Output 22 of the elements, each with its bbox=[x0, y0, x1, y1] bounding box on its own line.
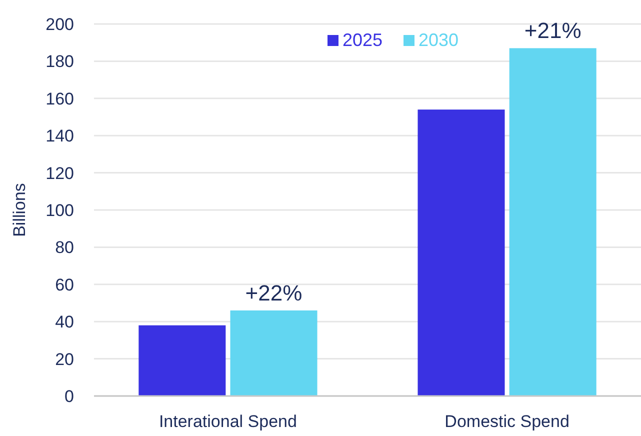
x-tick-label: Domestic Spend bbox=[444, 412, 570, 431]
y-tick-label: 120 bbox=[46, 164, 74, 183]
y-tick-label: 100 bbox=[46, 200, 74, 220]
legend-label: 2030 bbox=[418, 30, 459, 50]
y-tick-label: 80 bbox=[55, 238, 74, 258]
annotation: +22% bbox=[245, 280, 302, 306]
y-tick-label: 200 bbox=[46, 14, 74, 34]
y-tick-label: 180 bbox=[46, 52, 74, 72]
y-tick-label: 40 bbox=[55, 312, 74, 332]
y-tick-label: 60 bbox=[55, 275, 74, 294]
y-tick-label: 20 bbox=[55, 350, 74, 369]
y-axis-title: Billions bbox=[10, 183, 29, 237]
annotation: +21% bbox=[524, 18, 582, 44]
y-tick-label: 0 bbox=[64, 386, 74, 406]
legend-label: 2025 bbox=[342, 30, 383, 50]
y-tick-label: 140 bbox=[46, 126, 74, 146]
bar bbox=[418, 110, 505, 396]
bar bbox=[230, 310, 318, 396]
bar bbox=[138, 325, 226, 396]
x-tick-label: Interational Spend bbox=[158, 412, 297, 431]
bar bbox=[509, 48, 596, 396]
y-tick-label: 160 bbox=[46, 89, 74, 108]
